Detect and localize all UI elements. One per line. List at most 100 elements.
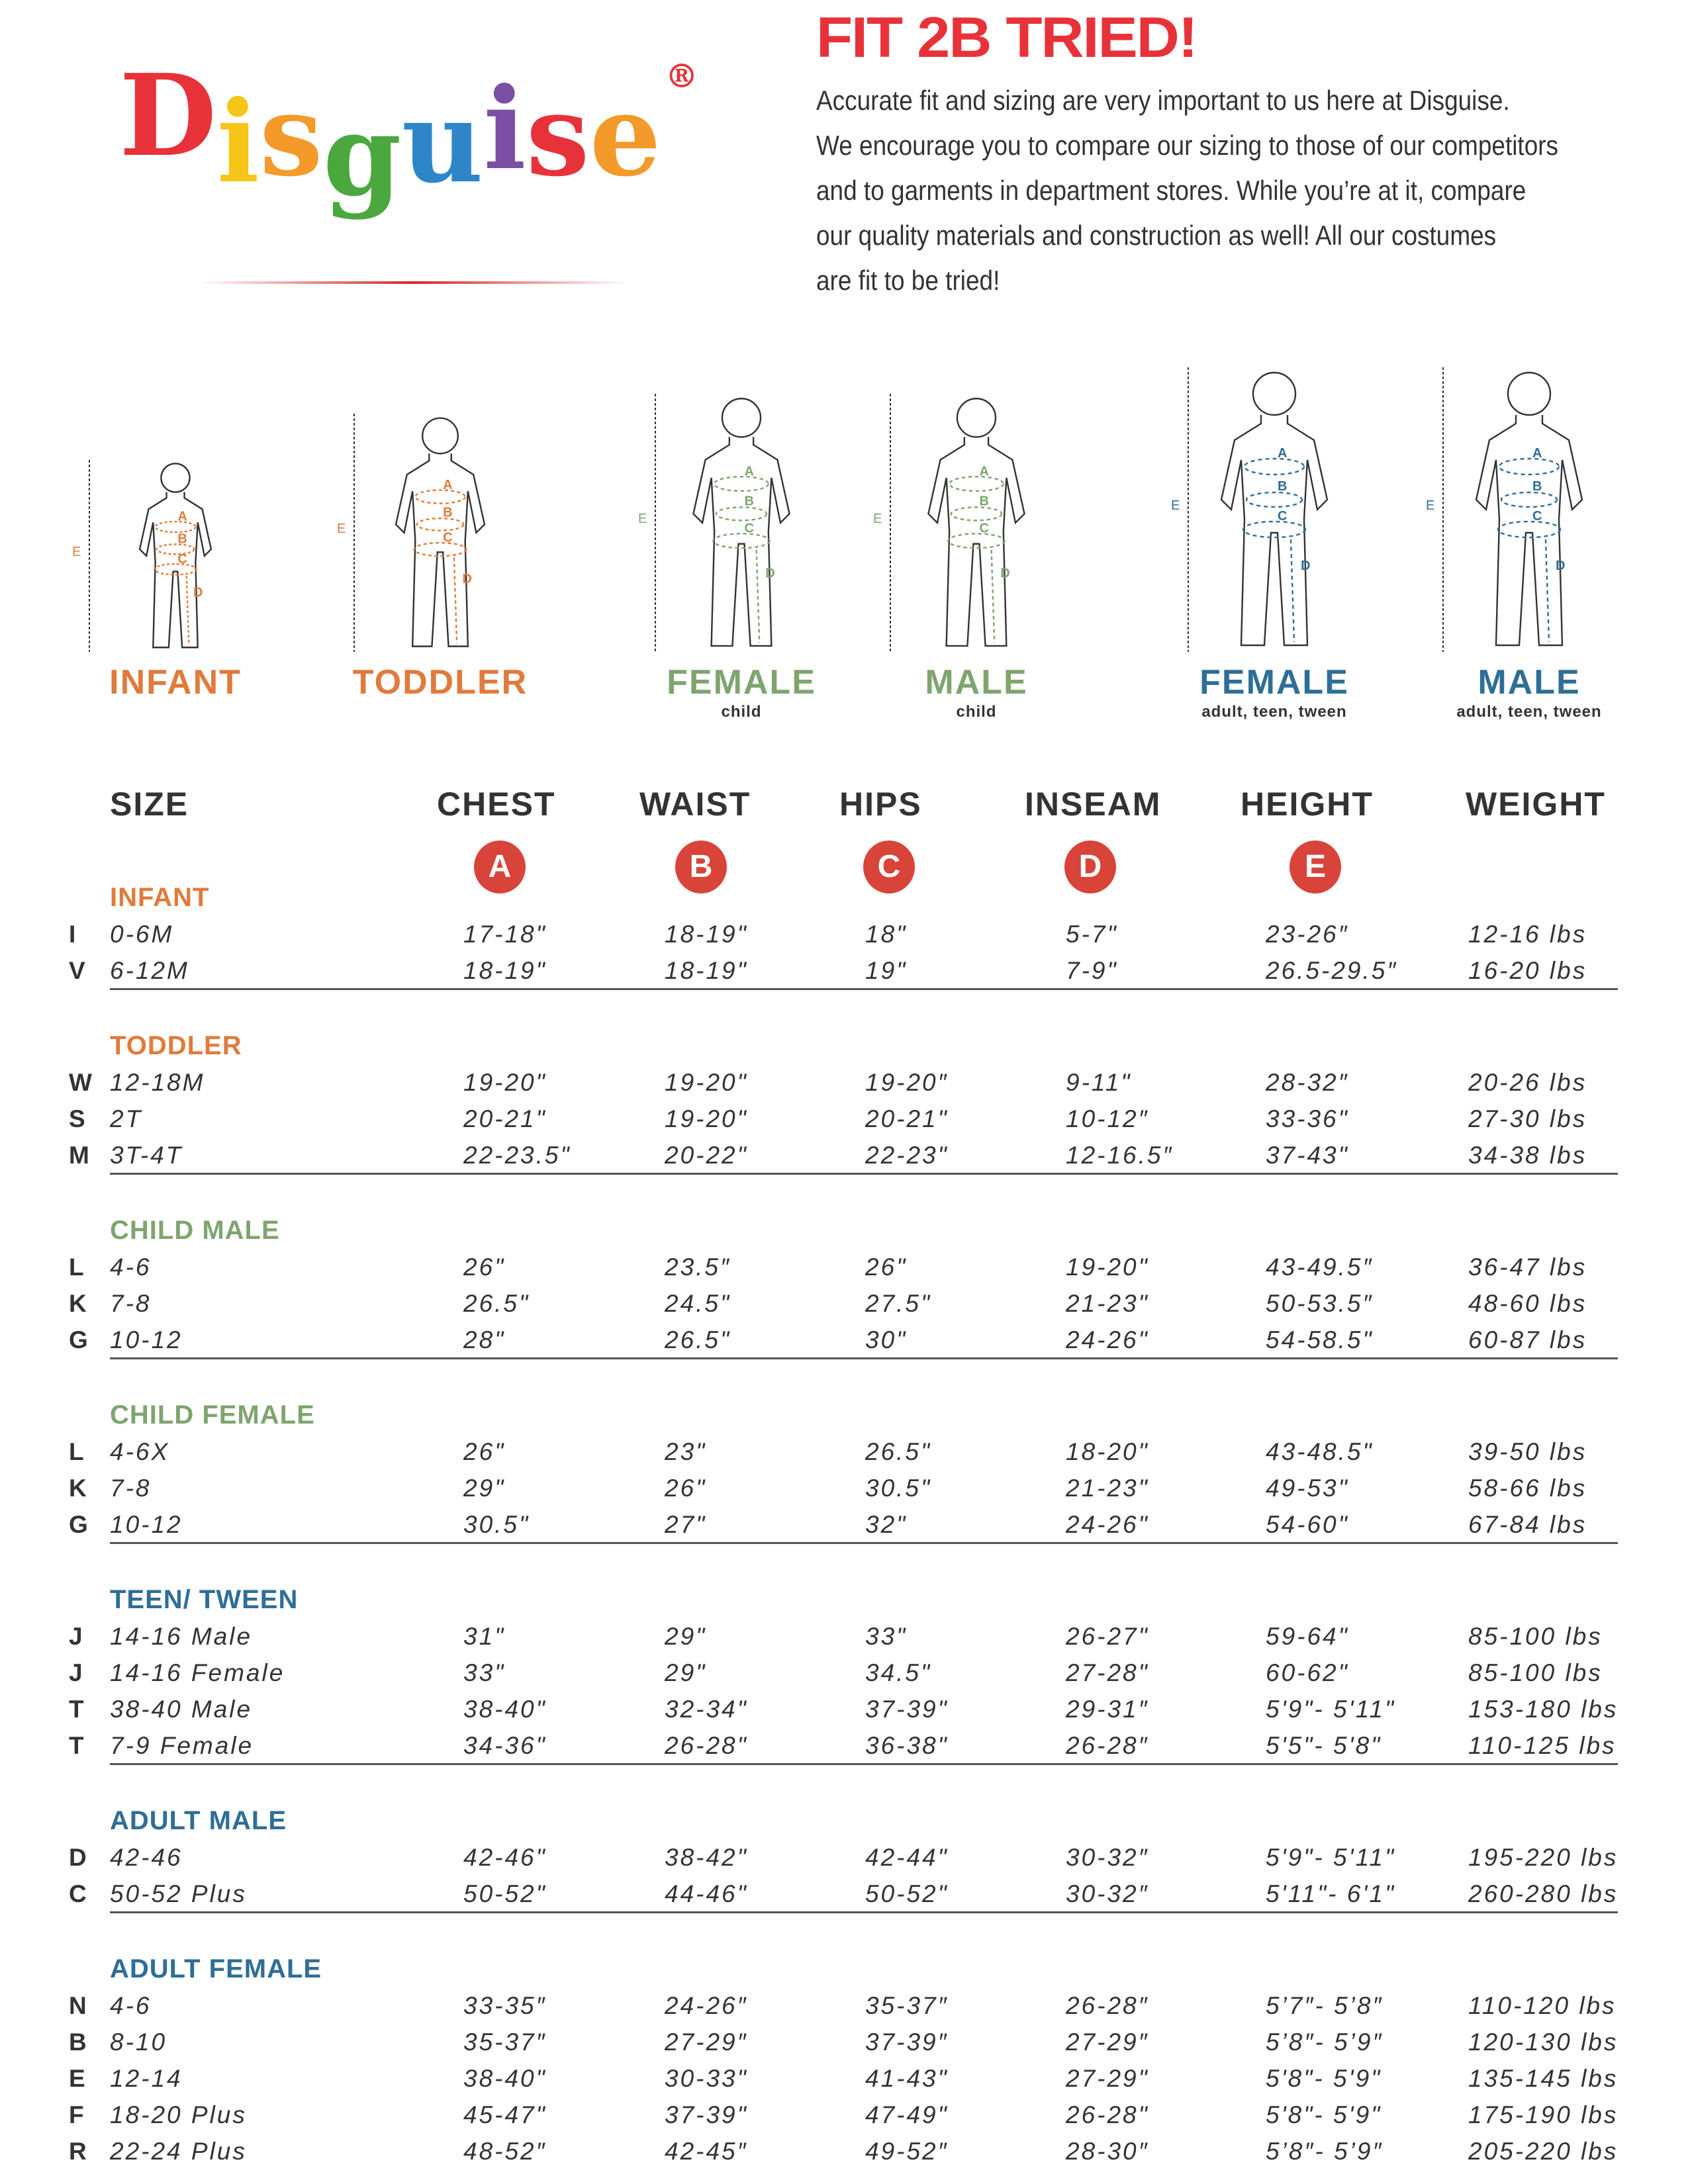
size-code: L	[69, 1438, 84, 1465]
intro-line: We encourage you to compare our sizing t…	[816, 130, 1559, 161]
cell-chest: 50-52"	[463, 1880, 547, 1907]
section-title: CHILD FEMALE	[110, 1400, 315, 1430]
cell-hips: 42-44"	[865, 1844, 949, 1871]
cell-waist: 38-42"	[665, 1844, 748, 1871]
size-code: T	[69, 1696, 84, 1723]
cell-size: 14-16 Female	[110, 1659, 285, 1686]
cell-hips: 26"	[865, 1253, 908, 1281]
cell-size: 12-18M	[110, 1069, 205, 1096]
cell-waist: 23.5″	[665, 1253, 731, 1281]
cell-height: 49-53"	[1266, 1475, 1349, 1502]
size-code: G	[69, 1326, 88, 1353]
cell-chest: 19-20"	[463, 1069, 547, 1096]
section-divider	[110, 988, 1618, 990]
cell-weight: 16-20 lbs	[1468, 957, 1587, 984]
cell-weight: 34-38 lbs	[1468, 1142, 1587, 1169]
cell-size: 7-9 Female	[110, 1732, 254, 1759]
table-row: S 2T 20-21" 19-20" 20-21" 10-12″ 33-36" 27-30 l…	[0, 1104, 1688, 1140]
cell-weight: 12-16 lbs	[1468, 921, 1587, 948]
intro-line: are fit to be tried!	[816, 265, 1000, 296]
cell-weight: 260-280 lbs	[1468, 1880, 1618, 1907]
cell-waist: 30-33"	[665, 2065, 748, 2092]
cell-chest: 26"	[463, 1253, 506, 1281]
marker-chest: A	[474, 841, 526, 893]
cell-weight: 20-26 lbs	[1468, 1069, 1587, 1096]
cell-hips: 49-52″	[865, 2138, 949, 2165]
table-row: L 4-6X 26" 23" 26.5" 18-20" 43-48.5" 39-50 lbs	[0, 1437, 1688, 1473]
size-code: L	[69, 1253, 84, 1281]
column-header-chest: CHEST	[437, 786, 556, 823]
cell-weight: 120-130 lbs	[1468, 2028, 1618, 2056]
cell-hips: 41-43"	[865, 2065, 949, 2092]
cell-weight: 36-47 lbs	[1468, 1253, 1587, 1281]
figure-marker-a: A	[1532, 446, 1542, 461]
cell-size: 7-8	[110, 1475, 152, 1502]
cell-hips: 34.5"	[865, 1659, 932, 1686]
marker-hips: C	[863, 841, 915, 893]
size-code: R	[69, 2138, 87, 2165]
cell-height: 54-60"	[1266, 1511, 1349, 1538]
cell-inseam: 30-32″	[1066, 1844, 1149, 1871]
size-code: G	[69, 1511, 88, 1538]
cell-height: 5’8″- 5’9″	[1266, 2138, 1383, 2165]
cell-weight: 175-190 lbs	[1468, 2101, 1618, 2128]
cell-waist: 20-22"	[665, 1142, 748, 1169]
column-header-hips: HIPS	[839, 786, 922, 823]
section-title: TODDLER	[110, 1031, 242, 1060]
cell-hips: 19-20″	[865, 1069, 949, 1096]
cell-chest: 18-19"	[463, 957, 547, 984]
cell-waist: 26.5"	[665, 1326, 731, 1353]
logo-letter: s	[526, 69, 590, 202]
cell-weight: 195-220 lbs	[1468, 1844, 1618, 1871]
table-row: J 14-16 Male 31" 29" 33" 26-27" 59-64" 85-100 l…	[0, 1621, 1688, 1658]
cell-chest: 38-40"	[463, 2065, 547, 2092]
table-row: F 18-20 Plus 45-47" 37-39" 47-49" 26-28" 5'8"-…	[0, 2100, 1688, 2136]
figure-sublabel: adult, teen, tween	[1456, 703, 1602, 721]
cell-hips: 22-23"	[865, 1142, 949, 1169]
cell-chest: 28"	[463, 1326, 506, 1353]
logo-letter: s	[259, 69, 323, 202]
figure-marker-d: D	[462, 572, 471, 586]
column-header-size: SIZE	[110, 786, 189, 823]
table-row: V 6-12M 18-19" 18-19" 19" 7-9" 26.5-29.5″ 16-20…	[0, 956, 1688, 992]
cell-size: 4-6	[110, 1992, 152, 2019]
column-header-waist: WAIST	[639, 786, 751, 823]
figure-marker-e: E	[1426, 498, 1434, 513]
cell-height: 5'11"- 6'1"	[1266, 1880, 1396, 1907]
cell-waist: 27"	[665, 1511, 707, 1538]
section-divider	[110, 1357, 1618, 1359]
figure-marker-c: C	[443, 530, 452, 545]
cell-hips: 18"	[865, 921, 908, 948]
cell-height: 5'8"- 5'9"	[1266, 2101, 1382, 2128]
cell-inseam: 27-28"	[1066, 1659, 1149, 1686]
table-row: G 10-12 28" 26.5" 30" 24-26" 54-58.5" 60-87 lbs	[0, 1325, 1688, 1361]
figure-marker-e: E	[638, 512, 647, 526]
cell-waist: 18-19"	[665, 957, 748, 984]
cell-waist: 26"	[665, 1475, 707, 1502]
intro-line: our quality materials and construction a…	[816, 220, 1497, 251]
marker-inseam: D	[1064, 841, 1116, 893]
cell-inseam: 21-23"	[1066, 1475, 1149, 1502]
figure-label: FEMALE	[667, 663, 816, 702]
cell-height: 60-62"	[1266, 1659, 1349, 1686]
cell-inseam: 7-9"	[1066, 957, 1118, 984]
cell-height: 59-64"	[1266, 1623, 1349, 1650]
cell-hips: 26.5"	[865, 1438, 932, 1465]
figure-marker-a: A	[177, 510, 187, 524]
cell-chest: 42-46"	[463, 1844, 547, 1871]
logo-letter: u	[401, 76, 484, 208]
table-row: I 0-6M 17-18" 18-19" 18" 5-7" 23-26″ 12-16 lbs	[0, 919, 1688, 956]
cell-waist: 32-34"	[665, 1696, 748, 1723]
cell-hips: 47-49"	[865, 2101, 949, 2128]
cell-size: 10-12	[110, 1511, 183, 1538]
cell-inseam: 26-28″	[1066, 1992, 1149, 2019]
section-divider	[110, 1542, 1618, 1544]
cell-chest: 31"	[463, 1623, 506, 1650]
size-code: N	[69, 1992, 87, 2019]
size-code: K	[69, 1475, 87, 1502]
figure-sublabel: child	[956, 703, 997, 721]
figure-label: FEMALE	[1199, 663, 1349, 702]
logo-letter: g	[322, 89, 402, 222]
table-row: T 38-40 Male 38-40" 32-34" 37-39" 29-31″ 5'9"-…	[0, 1694, 1688, 1731]
cell-weight: 67-84 lbs	[1468, 1511, 1587, 1538]
